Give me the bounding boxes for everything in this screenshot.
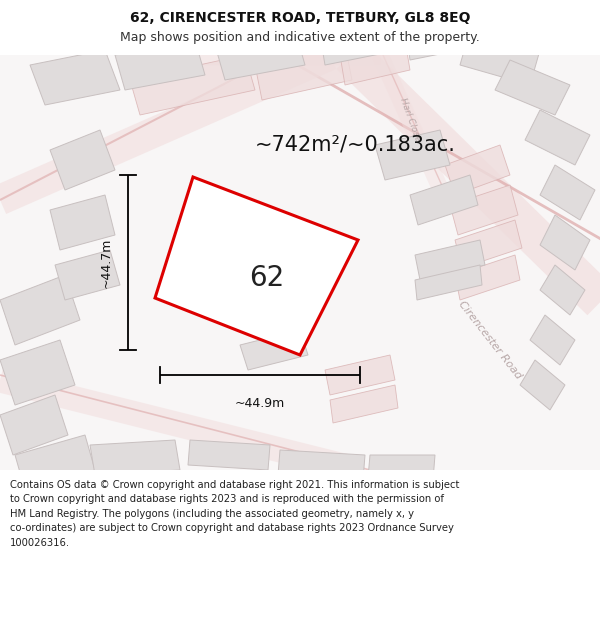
- Text: Map shows position and indicative extent of the property.: Map shows position and indicative extent…: [120, 31, 480, 44]
- Polygon shape: [30, 50, 120, 105]
- Text: Contains OS data © Crown copyright and database right 2021. This information is : Contains OS data © Crown copyright and d…: [10, 480, 460, 548]
- Polygon shape: [540, 215, 590, 270]
- Polygon shape: [460, 30, 540, 85]
- Polygon shape: [540, 265, 585, 315]
- Polygon shape: [115, 40, 205, 90]
- Text: 62: 62: [249, 264, 284, 291]
- Bar: [0, 0, 600, 55]
- Polygon shape: [50, 130, 115, 190]
- Polygon shape: [155, 177, 358, 355]
- Polygon shape: [375, 130, 450, 180]
- Polygon shape: [368, 455, 435, 480]
- Polygon shape: [130, 55, 255, 115]
- Polygon shape: [450, 185, 518, 235]
- Text: ~44.9m: ~44.9m: [235, 397, 285, 410]
- Polygon shape: [278, 450, 365, 480]
- Polygon shape: [445, 145, 510, 195]
- Polygon shape: [410, 175, 478, 225]
- Polygon shape: [530, 315, 575, 365]
- Text: Cirencester Road: Cirencester Road: [457, 299, 523, 381]
- Polygon shape: [340, 40, 410, 85]
- Text: ~44.7m: ~44.7m: [100, 238, 113, 288]
- Polygon shape: [50, 195, 115, 250]
- Polygon shape: [55, 250, 120, 300]
- Text: 62, CIRENCESTER ROAD, TETBURY, GL8 8EQ: 62, CIRENCESTER ROAD, TETBURY, GL8 8EQ: [130, 11, 470, 25]
- Polygon shape: [405, 15, 460, 60]
- Polygon shape: [245, 290, 318, 335]
- Polygon shape: [495, 60, 570, 115]
- Polygon shape: [415, 240, 485, 280]
- Polygon shape: [330, 385, 398, 423]
- Text: ~742m²/~0.183ac.: ~742m²/~0.183ac.: [255, 135, 456, 155]
- Text: Harl Close: Harl Close: [398, 97, 422, 143]
- Polygon shape: [255, 45, 352, 100]
- Polygon shape: [415, 265, 482, 300]
- Polygon shape: [325, 355, 395, 395]
- Polygon shape: [0, 275, 80, 345]
- Polygon shape: [320, 20, 400, 65]
- Polygon shape: [520, 360, 565, 410]
- Polygon shape: [15, 435, 95, 490]
- Polygon shape: [540, 165, 595, 220]
- Polygon shape: [455, 255, 520, 300]
- Polygon shape: [215, 30, 305, 80]
- Polygon shape: [240, 330, 308, 370]
- Polygon shape: [188, 440, 270, 470]
- Polygon shape: [0, 340, 75, 405]
- Polygon shape: [455, 220, 522, 268]
- Polygon shape: [230, 255, 305, 300]
- Polygon shape: [90, 440, 180, 475]
- Bar: [0, 55, 600, 470]
- Polygon shape: [0, 395, 68, 455]
- Bar: [0, 470, 600, 625]
- Polygon shape: [525, 110, 590, 165]
